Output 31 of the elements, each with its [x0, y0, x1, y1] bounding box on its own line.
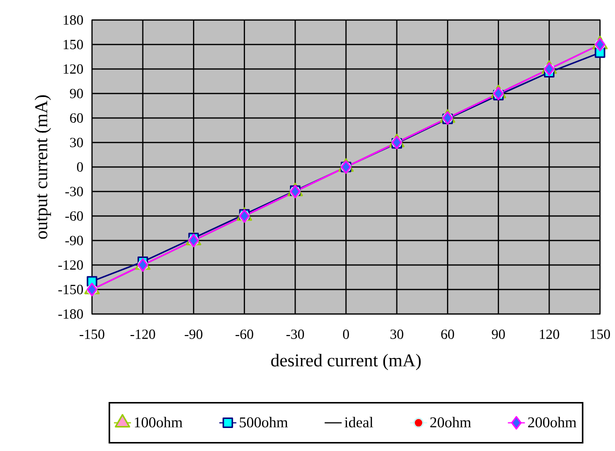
legend-label: 500ohm: [240, 416, 288, 428]
y-tick-label: -180: [58, 309, 83, 319]
y-tick-label: -60: [65, 211, 83, 221]
y-tick-label: 150: [64, 40, 83, 50]
x-tick-label: 120: [540, 330, 560, 339]
x-tick-label: 0: [343, 330, 349, 339]
y-tick-label: 0: [77, 162, 83, 172]
y-tick-label: 30: [70, 138, 83, 148]
y-tick-label: -120: [58, 260, 83, 270]
x-tick-label: -90: [184, 330, 202, 339]
legend-label: ideal: [344, 416, 374, 428]
x-tick-label: -150: [80, 330, 104, 339]
legend-label: 20ohm: [430, 416, 472, 428]
legend-label: 200ohm: [528, 416, 576, 428]
legend-label: 100ohm: [134, 416, 182, 428]
x-tick-label: 30: [390, 330, 404, 339]
x-tick-label: 90: [492, 330, 505, 339]
x-tick-label: -30: [286, 330, 304, 339]
y-tick-label: 120: [64, 64, 83, 74]
y-tick-label: 60: [70, 113, 83, 123]
x-tick-label: 150: [590, 330, 610, 339]
y-tick-label: -30: [65, 186, 83, 196]
x-axis-title: desired current (mA): [271, 354, 421, 370]
x-tick-label: -120: [130, 330, 156, 339]
y-tick-label: -150: [58, 284, 83, 294]
x-tick-label: 60: [441, 330, 454, 339]
y-tick-label: 180: [64, 15, 83, 25]
y-tick-label: -90: [65, 236, 83, 246]
y-axis-title: output current (mA): [34, 95, 51, 239]
x-tick-label: -60: [236, 330, 254, 339]
y-tick-label: 90: [70, 88, 83, 98]
